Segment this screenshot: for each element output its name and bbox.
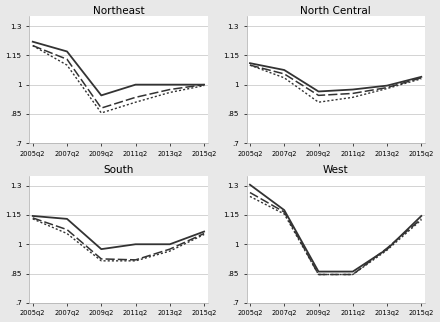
- Title: West: West: [323, 165, 348, 175]
- Title: North Central: North Central: [300, 5, 371, 15]
- Title: South: South: [103, 165, 134, 175]
- Title: Northeast: Northeast: [92, 5, 144, 15]
